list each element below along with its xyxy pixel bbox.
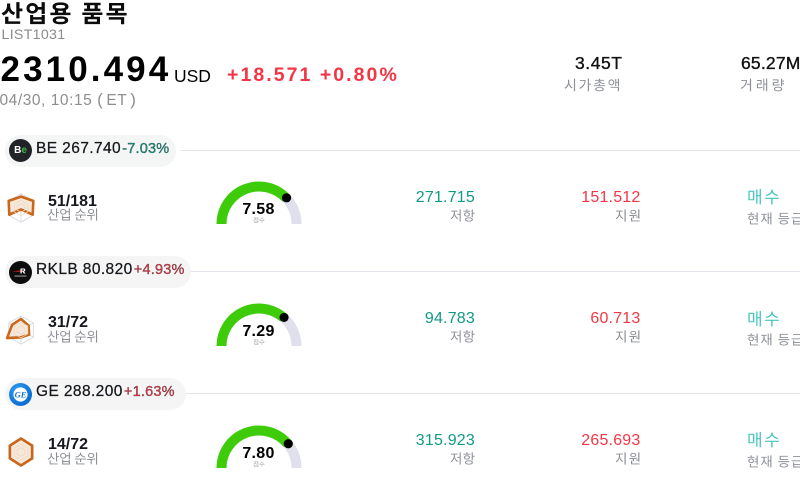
svg-text:GE: GE [15, 389, 27, 399]
